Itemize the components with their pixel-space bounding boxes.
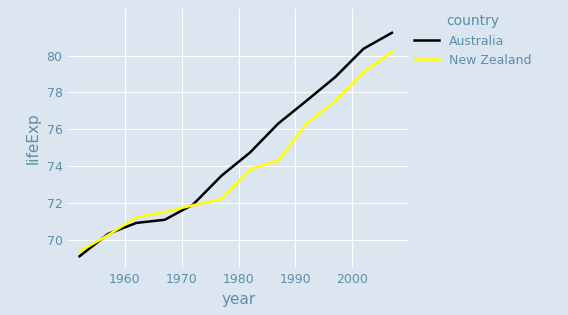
Australia (105, 232, 111, 236)
Legend: Australia, New Zealand: Australia, New Zealand (409, 9, 536, 72)
New Zealand (133, 215, 140, 219)
Australia (76, 255, 83, 258)
New Zealand (247, 167, 253, 171)
X-axis label: year: year (222, 292, 256, 307)
Australia (161, 218, 168, 222)
New Zealand (332, 99, 339, 103)
Australia (190, 203, 197, 206)
Australia (332, 75, 339, 79)
New Zealand (275, 158, 282, 162)
New Zealand (161, 210, 168, 214)
New Zealand (389, 50, 395, 54)
Australia (218, 174, 225, 178)
Australia (303, 99, 310, 102)
New Zealand (303, 121, 310, 125)
New Zealand (105, 233, 111, 237)
Australia (275, 122, 282, 125)
Australia (247, 151, 253, 155)
Australia (389, 31, 395, 35)
Y-axis label: lifeExp: lifeExp (26, 113, 41, 164)
New Zealand (190, 203, 197, 207)
Australia (360, 47, 367, 51)
Line: New Zealand: New Zealand (80, 52, 392, 251)
New Zealand (76, 249, 83, 253)
Australia (133, 221, 140, 225)
New Zealand (360, 70, 367, 74)
New Zealand (218, 197, 225, 201)
Line: Australia: Australia (80, 33, 392, 256)
